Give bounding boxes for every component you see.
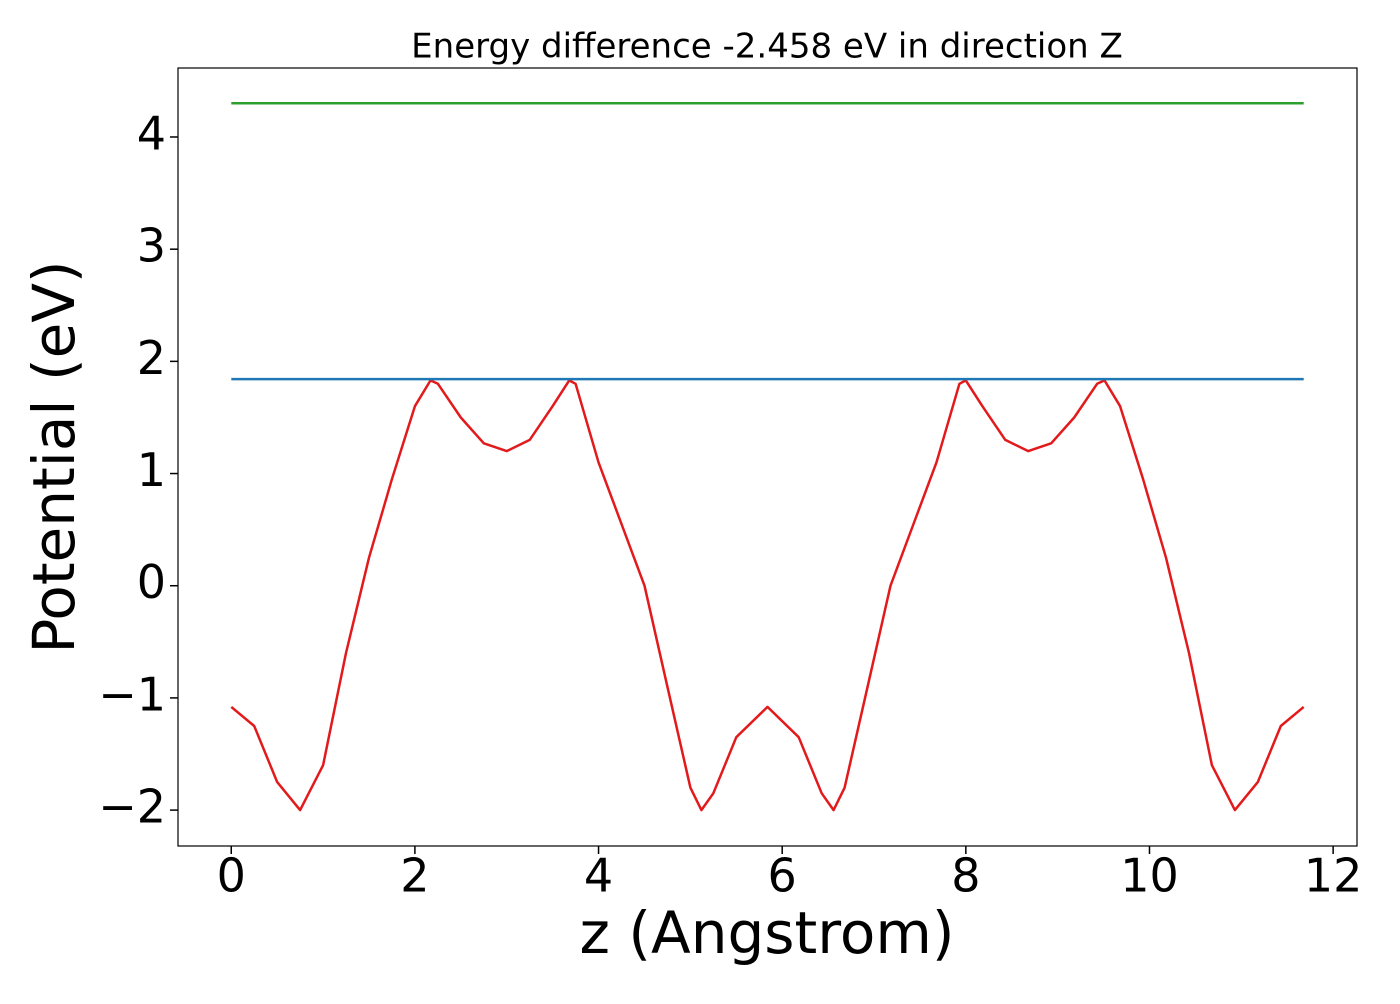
x-tick-label: 0 — [217, 849, 246, 903]
y-tick-label: −1 — [98, 667, 166, 721]
x-axis-label: z (Angstrom) — [580, 899, 955, 967]
x-tick-label: 2 — [400, 849, 429, 903]
y-tick-label: 2 — [137, 331, 166, 385]
x-tick-label: 6 — [768, 849, 797, 903]
y-tick-label: 3 — [137, 219, 166, 273]
x-tick-label: 12 — [1304, 849, 1363, 903]
chart-title: Energy difference -2.458 eV in direction… — [411, 27, 1123, 67]
y-tick-label: −2 — [98, 780, 166, 834]
plot-frame — [177, 67, 1358, 847]
y-axis-label: Potential (eV) — [20, 260, 88, 653]
data-line — [230, 379, 1305, 812]
y-tick-label: 4 — [137, 106, 166, 160]
x-tick-label: 4 — [584, 849, 613, 903]
y-tick-label: 1 — [137, 443, 166, 497]
x-tick-label: 8 — [951, 849, 980, 903]
y-tick-label: 0 — [137, 555, 166, 609]
x-tick-label: 10 — [1120, 849, 1179, 903]
